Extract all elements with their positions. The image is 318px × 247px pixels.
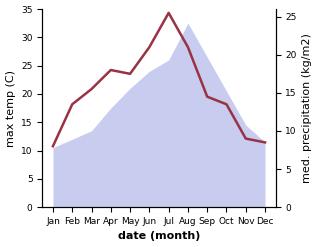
Y-axis label: med. precipitation (kg/m2): med. precipitation (kg/m2) xyxy=(302,33,313,183)
Y-axis label: max temp (C): max temp (C) xyxy=(5,70,16,147)
X-axis label: date (month): date (month) xyxy=(118,231,200,242)
